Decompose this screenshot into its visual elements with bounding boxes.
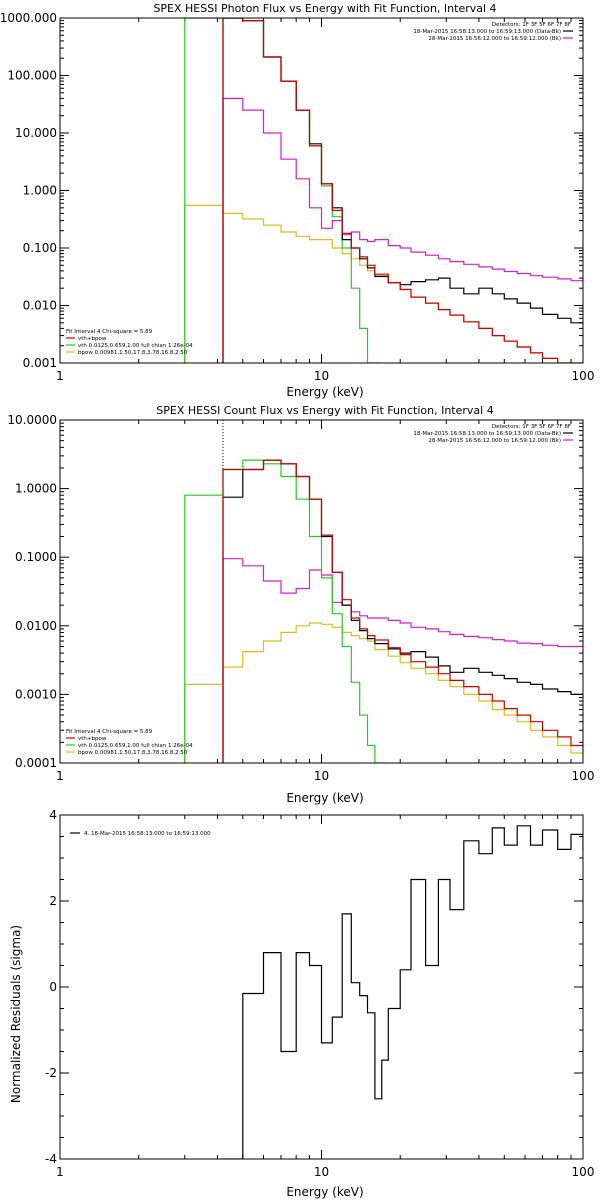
- plot-frame: [59, 814, 584, 1160]
- x-tick-label: 1: [56, 769, 64, 783]
- x-tick-label: 1: [56, 369, 64, 383]
- photon-panel-xlabel: Energy (keV): [286, 385, 363, 399]
- y-tick-label: 0.0010: [15, 687, 57, 701]
- y-tick-label: -2: [45, 1066, 57, 1080]
- count-flux-panel: SPEX HESSI Count Flux vs Energy with Fit…: [7, 404, 594, 805]
- count-panel-title: SPEX HESSI Count Flux vs Energy with Fit…: [156, 404, 493, 417]
- y-tick-label: 0.010: [23, 299, 57, 313]
- residual-legend-entry: 4. 18-Mar-2015 16:58:13.000 to 16:59:13.…: [84, 831, 211, 837]
- y-tick-label: 1.0000: [15, 482, 57, 496]
- y-tick-label: 0.100: [23, 241, 57, 255]
- y-tick-label: 0.0100: [15, 619, 57, 633]
- series-bpow: [184, 622, 583, 763]
- y-tick-label: 100.000: [7, 69, 57, 83]
- y-tick-label: 0.001: [23, 356, 57, 370]
- series-bk: [222, 558, 583, 763]
- photon-flux-panel: SPEX HESSI Photon Flux vs Energy with Fi…: [0, 2, 594, 399]
- y-tick-label: 0.1000: [15, 550, 57, 564]
- count-panel-xlabel: Energy (keV): [286, 791, 363, 805]
- series-total: [222, 459, 583, 763]
- series-bk: [222, 97, 583, 363]
- y-tick-label: 4: [49, 808, 57, 822]
- y-tick-label: 1000.000: [0, 11, 57, 25]
- legend-entry: 28-Mar-2015 16:56:12.000 to 16:59:12.000…: [428, 438, 561, 444]
- series-data: [222, 18, 583, 363]
- y-tick-label: 0: [49, 980, 57, 994]
- y-tick-label: 0.0001: [15, 756, 57, 770]
- residuals-panel-ylabel: Normalized Residuals (sigma): [9, 925, 23, 1103]
- fit-legend-entry: bpow 0.00981,1.50,17.8,3.78,16.8,2.50: [78, 350, 188, 356]
- fit-legend-entry: vth 0.0125,0.659,1.00 full chian 1.26e-0…: [78, 743, 193, 749]
- y-tick-label: 10.0000: [7, 413, 57, 427]
- y-tick-label: -4: [45, 1152, 57, 1166]
- fit-legend-entry: vth+bpow: [78, 736, 107, 742]
- photon-panel-title: SPEX HESSI Photon Flux vs Energy with Fi…: [153, 2, 496, 15]
- series-total: [222, 18, 583, 363]
- x-tick-label: 1: [56, 1165, 64, 1179]
- series-vth: [184, 18, 381, 363]
- fit-legend-entry: vth 0.0125,0.659,1.00 full chian 1.26e-0…: [78, 343, 193, 349]
- series-data: [222, 459, 583, 763]
- x-tick-label: 10: [314, 769, 329, 783]
- x-tick-label: 100: [572, 1165, 595, 1179]
- legend-entry: 28-Mar-2015 16:56:12.000 to 16:59:12.000…: [428, 36, 561, 42]
- x-tick-label: 10: [314, 1165, 329, 1179]
- fit-legend-entry: bpow 0.00981,1.50,17.8,3.78,16.8,2.50: [78, 750, 188, 756]
- x-tick-label: 10: [314, 369, 329, 383]
- legend-detectors: Detectors: 1F 3F 5F 6F 7F 8F: [492, 22, 571, 28]
- fit-legend-header: Fit Interval 4 Chi-square = 5.89: [66, 329, 153, 335]
- residuals-panel-xlabel: Energy (keV): [286, 1185, 363, 1199]
- legend-entry: 18-Mar-2015 16:58:13.000 to 16:59:13.000…: [413, 29, 561, 35]
- series-bpow: [184, 204, 583, 363]
- series-residuals: [223, 825, 583, 1159]
- x-tick-label: 100: [572, 769, 595, 783]
- x-tick-label: 100: [572, 369, 595, 383]
- y-tick-label: 10.000: [15, 126, 57, 140]
- plot-frame: [59, 419, 584, 764]
- fit-legend-header: Fit Interval 4 Chi-square = 5.89: [66, 729, 153, 735]
- residuals-panel: Energy (keV) Normalized Residuals (sigma…: [9, 808, 594, 1199]
- legend-detectors: Detectors: 1F 3F 5F 6F 7F 8F: [492, 424, 571, 430]
- fit-legend-entry: vth+bpow: [78, 336, 107, 342]
- y-tick-label: 1.000: [23, 184, 57, 198]
- y-tick-label: 2: [49, 894, 57, 908]
- legend-entry: 18-Mar-2015 16:58:13.000 to 16:59:13.000…: [413, 431, 561, 437]
- plot-frame: [59, 17, 584, 364]
